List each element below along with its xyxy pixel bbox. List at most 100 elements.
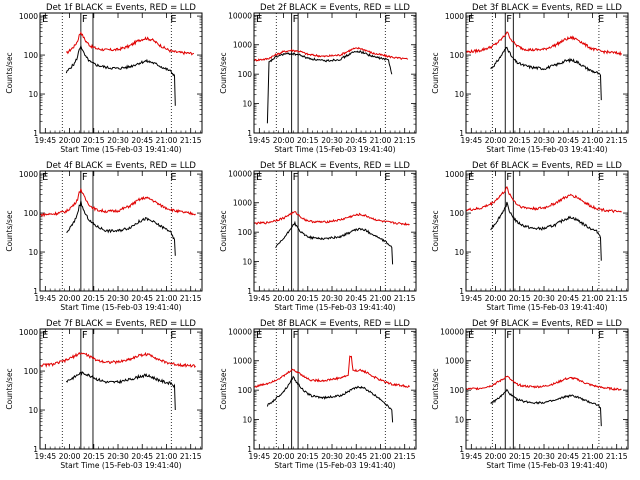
panel-8: Det 8f BLACK = Events, RED = LLD 1 10 100 10… <box>219 319 417 470</box>
y-tick-label: 10000 <box>228 327 252 336</box>
series-events-black <box>490 388 602 427</box>
plot-frame <box>253 328 417 450</box>
marker-label-f: F <box>293 172 299 183</box>
x-tick-label: 21:15 <box>394 136 416 145</box>
marker-label-e-right: E <box>384 14 390 25</box>
x-tick-label: 21:00 <box>156 452 178 461</box>
marker-label-f: F <box>506 14 512 25</box>
x-tick-label: 21:00 <box>370 136 392 145</box>
x-tick-label: 19:45 <box>461 452 483 461</box>
marker-label-e-left: E <box>468 172 474 183</box>
y-tick-label: 1000 <box>233 41 252 50</box>
plot-frame <box>465 12 629 134</box>
x-tick-label: 20:00 <box>273 452 295 461</box>
x-tick-label: 20:45 <box>557 294 579 303</box>
y-tick-label: 1 <box>247 445 252 454</box>
y-axis-label: Counts/sec <box>431 210 440 251</box>
x-axis-label: Start Time (15-Feb-03 19:41:40) <box>274 303 395 312</box>
panel-1: Det 1f BLACK = Events, RED = LLD 1 10 100 10… <box>5 3 203 154</box>
x-tick-label: 21:15 <box>180 294 202 303</box>
panel-7: Det 7f BLACK = Events, RED = LLD 1 10 100 10… <box>5 319 203 470</box>
x-tick-label: 21:15 <box>180 452 202 461</box>
panel-title: Det 7f BLACK = Events, RED = LLD <box>46 319 196 329</box>
y-tick-label: 1000 <box>19 12 38 21</box>
panel-title: Det 3f BLACK = Events, RED = LLD <box>472 3 622 13</box>
y-tick-label: 1 <box>33 129 38 138</box>
series-events-black <box>275 220 394 265</box>
x-tick-label: 20:15 <box>83 452 105 461</box>
x-tick-label: 20:30 <box>533 294 555 303</box>
y-axis-label: Counts/sec <box>219 210 228 251</box>
x-tick-label: 19:45 <box>249 294 271 303</box>
x-tick-label: 20:00 <box>59 136 81 145</box>
x-tick-label: 21:00 <box>582 452 604 461</box>
x-tick-label: 20:00 <box>485 136 507 145</box>
series-lld-red <box>466 31 622 57</box>
marker-label-e-right: E <box>170 14 176 25</box>
y-tick-label: 1 <box>33 287 38 296</box>
x-tick-label: 19:45 <box>461 294 483 303</box>
x-tick-label: 20:30 <box>107 136 129 145</box>
series-lld-red <box>40 351 196 369</box>
x-tick-label: 20:15 <box>297 294 319 303</box>
x-tick-label: 21:15 <box>606 294 628 303</box>
x-tick-label: 20:15 <box>297 136 319 145</box>
x-tick-label: 21:00 <box>370 452 392 461</box>
y-tick-label: 1 <box>247 129 252 138</box>
x-axis-label: Start Time (15-Feb-03 19:41:40) <box>486 461 607 470</box>
x-tick-label: 20:30 <box>321 452 343 461</box>
marker-label-f: F <box>293 14 299 25</box>
panel-title: Det 1f BLACK = Events, RED = LLD <box>46 3 196 13</box>
plot-frame <box>465 170 629 292</box>
panel-9: Det 9f BLACK = Events, RED = LLD 1 10 100 10… <box>431 319 629 470</box>
x-tick-label: 20:15 <box>83 294 105 303</box>
panel-3: Det 3f BLACK = Events, RED = LLD 1 10 100 10… <box>431 3 629 154</box>
x-tick-label: 20:45 <box>131 452 153 461</box>
x-tick-label: 21:15 <box>606 452 628 461</box>
y-tick-label: 100 <box>450 51 465 60</box>
panel-title: Det 8f BLACK = Events, RED = LLD <box>260 319 410 329</box>
plot-frame <box>253 170 417 292</box>
x-tick-label: 20:45 <box>557 136 579 145</box>
x-tick-label: 20:15 <box>509 294 531 303</box>
series-events-black <box>490 201 602 261</box>
marker-label-e-right: E <box>384 172 390 183</box>
panel-title: Det 2f BLACK = Events, RED = LLD <box>260 3 410 13</box>
marker-label-e-left: E <box>468 14 474 25</box>
marker-label-f: F <box>506 172 512 183</box>
x-tick-label: 19:45 <box>35 136 57 145</box>
x-tick-label: 20:00 <box>485 294 507 303</box>
y-tick-label: 10 <box>242 258 252 267</box>
x-tick-label: 19:45 <box>461 136 483 145</box>
marker-label-f: F <box>82 330 88 341</box>
marker-label-e-right: E <box>384 330 390 341</box>
y-axis-label: Counts/sec <box>5 210 14 251</box>
marker-label-e-left: E <box>256 172 262 183</box>
y-tick-label: 10 <box>454 248 464 257</box>
x-tick-label: 20:00 <box>273 294 295 303</box>
y-tick-label: 10 <box>242 416 252 425</box>
y-tick-label: 1000 <box>19 170 38 179</box>
series-lld-red <box>65 31 195 56</box>
x-tick-label: 20:45 <box>345 136 367 145</box>
y-tick-label: 1000 <box>445 12 464 21</box>
x-tick-label: 21:00 <box>582 294 604 303</box>
series-lld-red <box>466 375 622 391</box>
x-axis-label: Start Time (15-Feb-03 19:41:40) <box>274 145 395 154</box>
series-events-black <box>266 49 393 124</box>
panel-4: Det 4f BLACK = Events, RED = LLD 1 10 100 10… <box>5 161 203 312</box>
x-tick-label: 21:00 <box>156 136 178 145</box>
x-tick-label: 21:00 <box>582 136 604 145</box>
x-tick-label: 20:30 <box>533 136 555 145</box>
x-axis-label: Start Time (15-Feb-03 19:41:40) <box>486 303 607 312</box>
x-tick-label: 20:45 <box>131 136 153 145</box>
series-events-black <box>490 46 602 101</box>
y-tick-label: 1 <box>459 287 464 296</box>
y-axis-label: Counts/sec <box>219 52 228 93</box>
y-tick-label: 1000 <box>445 357 464 366</box>
panel-title: Det 4f BLACK = Events, RED = LLD <box>46 161 196 171</box>
plot-frame <box>253 12 417 134</box>
y-tick-label: 100 <box>24 51 39 60</box>
y-tick-label: 100 <box>450 386 465 395</box>
